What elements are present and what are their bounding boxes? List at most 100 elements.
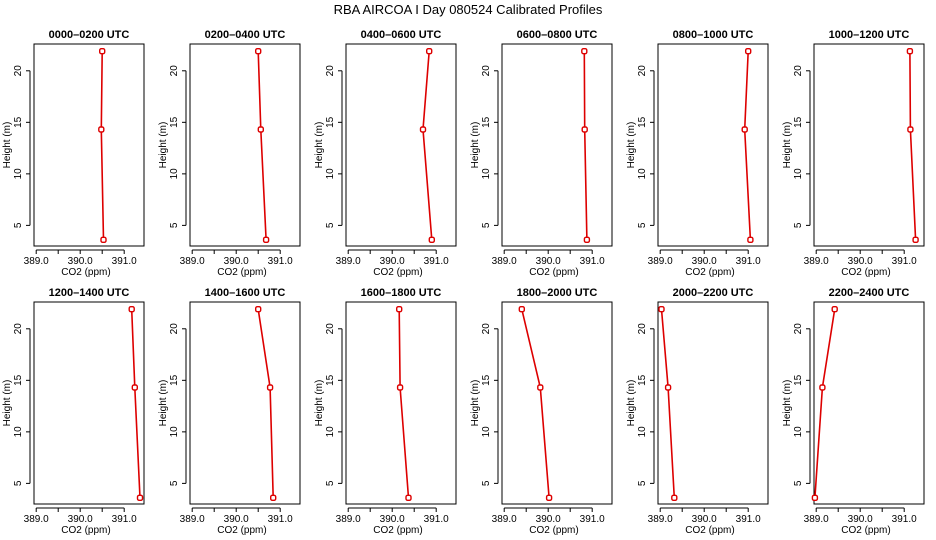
x-axis-label: CO2 (ppm) bbox=[373, 525, 422, 536]
profile-point bbox=[100, 236, 107, 244]
y-tick-label: 15 bbox=[169, 116, 180, 128]
y-tick-label: 20 bbox=[481, 65, 492, 77]
plot-frame bbox=[813, 43, 925, 247]
profile-point bbox=[906, 48, 914, 55]
x-tick-label: 391.0 bbox=[268, 256, 293, 267]
y-tick-label: 20 bbox=[13, 323, 24, 335]
y-axis-label: Height (m) bbox=[782, 380, 793, 427]
profile-line bbox=[909, 51, 917, 240]
x-tick-label: 390.0 bbox=[536, 514, 561, 525]
panel-title: 2200–2400 UTC bbox=[829, 287, 910, 299]
plot-frame bbox=[33, 43, 145, 247]
y-tick-label: 20 bbox=[169, 323, 180, 335]
plot-frame bbox=[657, 301, 769, 505]
y-tick-label: 5 bbox=[793, 222, 804, 228]
x-tick-label: 391.0 bbox=[736, 514, 761, 525]
y-tick-label: 15 bbox=[169, 374, 180, 386]
profile-point bbox=[98, 48, 106, 55]
x-axis-label: CO2 (ppm) bbox=[529, 525, 578, 536]
x-tick-label: 389.0 bbox=[24, 514, 49, 525]
x-tick-label: 391.0 bbox=[892, 514, 917, 525]
panel-title: 1200–1400 UTC bbox=[49, 287, 130, 299]
x-tick-label: 390.0 bbox=[380, 514, 405, 525]
x-tick-label: 390.0 bbox=[68, 256, 93, 267]
x-axis-label: CO2 (ppm) bbox=[61, 267, 110, 278]
panel-title: 0200–0400 UTC bbox=[205, 29, 286, 41]
profile-point bbox=[811, 494, 819, 501]
y-tick-label: 5 bbox=[793, 480, 804, 486]
x-axis-label: CO2 (ppm) bbox=[217, 525, 266, 536]
profile-point bbox=[518, 306, 525, 313]
profile-point bbox=[581, 126, 588, 133]
y-axis-label: Height (m) bbox=[2, 380, 13, 427]
x-axis-label: CO2 (ppm) bbox=[373, 267, 422, 278]
plot-frame bbox=[189, 43, 301, 247]
plot-frame bbox=[189, 301, 301, 505]
profile-line bbox=[583, 51, 588, 240]
x-tick-label: 391.0 bbox=[892, 256, 917, 267]
y-tick-label: 15 bbox=[637, 374, 648, 386]
x-tick-label: 389.0 bbox=[336, 514, 361, 525]
panel-title: 1800–2000 UTC bbox=[517, 287, 598, 299]
y-tick-label: 5 bbox=[481, 222, 492, 228]
y-tick-label: 15 bbox=[637, 116, 648, 128]
x-tick-label: 389.0 bbox=[492, 514, 517, 525]
x-axis-label: CO2 (ppm) bbox=[217, 267, 266, 278]
profile-point bbox=[741, 126, 748, 133]
profile-point bbox=[257, 126, 264, 133]
x-tick-label: 390.0 bbox=[848, 256, 873, 267]
x-tick-label: 390.0 bbox=[692, 514, 717, 525]
y-axis-label: Height (m) bbox=[2, 122, 13, 169]
x-tick-label: 391.0 bbox=[580, 256, 605, 267]
profile-point bbox=[98, 126, 105, 133]
x-tick-label: 389.0 bbox=[648, 256, 673, 267]
profile-point bbox=[907, 126, 914, 133]
profile-line bbox=[743, 51, 752, 240]
y-axis-label: Height (m) bbox=[782, 122, 793, 169]
profile-point bbox=[658, 306, 665, 313]
profile-point bbox=[819, 384, 826, 391]
profile-point bbox=[131, 384, 139, 391]
x-tick-label: 390.0 bbox=[224, 256, 249, 267]
y-tick-label: 10 bbox=[637, 426, 648, 438]
x-tick-label: 391.0 bbox=[424, 256, 449, 267]
x-tick-label: 390.0 bbox=[692, 256, 717, 267]
y-tick-label: 15 bbox=[325, 374, 336, 386]
x-axis-label: CO2 (ppm) bbox=[685, 267, 734, 278]
profile-line bbox=[660, 309, 676, 498]
profile-point bbox=[254, 306, 262, 313]
x-tick-label: 389.0 bbox=[804, 514, 829, 525]
profile-point bbox=[664, 384, 672, 391]
profile-point bbox=[671, 494, 678, 501]
profile-point bbox=[426, 48, 433, 55]
profile-point bbox=[581, 48, 588, 55]
y-axis-label: Height (m) bbox=[158, 380, 169, 427]
plot-frame bbox=[33, 301, 145, 505]
x-axis-label: CO2 (ppm) bbox=[61, 525, 110, 536]
panel-title: 2000–2200 UTC bbox=[673, 287, 754, 299]
profile-point bbox=[419, 126, 427, 133]
plot-frame bbox=[501, 43, 613, 247]
profile-point bbox=[831, 306, 838, 313]
profile-line bbox=[257, 309, 274, 498]
profile-line bbox=[100, 51, 105, 240]
y-tick-label: 10 bbox=[13, 168, 24, 180]
profile-point bbox=[545, 494, 553, 501]
y-tick-label: 10 bbox=[325, 168, 336, 180]
profile-point bbox=[266, 384, 274, 391]
y-tick-label: 5 bbox=[13, 222, 24, 228]
x-tick-label: 391.0 bbox=[268, 514, 293, 525]
x-tick-label: 390.0 bbox=[536, 256, 561, 267]
y-tick-label: 10 bbox=[481, 426, 492, 438]
profile-point bbox=[128, 306, 135, 313]
x-tick-label: 391.0 bbox=[736, 256, 761, 267]
plot-frame bbox=[813, 301, 925, 505]
y-axis-label: Height (m) bbox=[314, 122, 325, 169]
